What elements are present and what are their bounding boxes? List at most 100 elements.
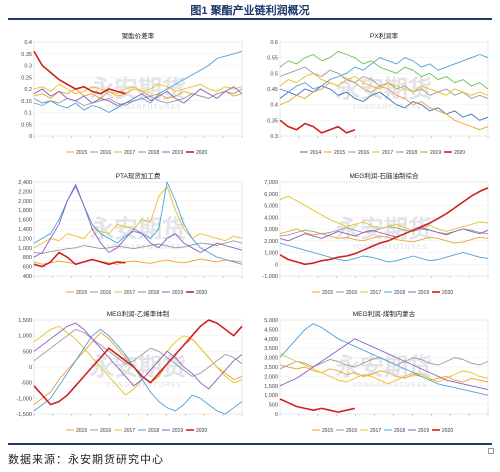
legend-label: 2017: [124, 428, 135, 434]
series-line-2019: [279, 227, 489, 242]
series-line-2017: [33, 186, 243, 249]
y-tick-label: 400: [23, 274, 32, 280]
y-tick-label: 0.4: [24, 40, 32, 46]
chart-svg: MEG利润-石脑油制综合永安期货YONGANFUTURES7,0006,0005…: [262, 171, 489, 296]
series-line-2018: [279, 242, 489, 263]
y-tick-label: 600: [23, 265, 32, 271]
y-tick-label: 3,500: [264, 346, 278, 352]
y-tick-label: 2,000: [264, 239, 278, 245]
chart-panel-polyester-spread: 聚酯价差率 永安期货 YONGANFUTURES 0.4 0.35 0.3 0.25 0.2 0…: [4, 28, 248, 160]
y-tick-label: 500: [23, 349, 32, 355]
figure-title: 图1 聚酯产业链利润概况: [190, 5, 310, 17]
legend-label: 2015: [322, 428, 333, 434]
y-tick-label: 0.05: [21, 122, 32, 128]
y-tick-label: 2,000: [264, 374, 278, 380]
watermark-latin: YONGANFUTURES: [351, 381, 427, 389]
legend-label: 2016: [100, 150, 111, 156]
legend-label: 2016: [100, 290, 111, 296]
y-tick-label: 0.55: [267, 56, 278, 62]
y-tick-label: 1,600: [18, 218, 32, 224]
series-line-2016: [33, 240, 243, 254]
y-tick-label: 1,500: [264, 384, 278, 390]
legend-label: 2014: [310, 150, 321, 156]
chart-svg: MEG利润-乙烯率体制永安期货YONGANFUTURES1,5001,00050…: [16, 309, 243, 434]
legend-label: 2018: [148, 150, 159, 156]
series-line-2019: [33, 322, 243, 390]
series-line-2018: [33, 50, 243, 113]
legend-label: 2015: [76, 428, 87, 434]
y-tick-label: 0.35: [21, 52, 32, 58]
y-tick-label: 0.3: [24, 64, 32, 70]
y-tick-label: 2,400: [18, 180, 32, 186]
y-tick-label: 3,000: [264, 227, 278, 233]
chart-panel-px-profit: PX利润率 永安期货 YONGANFUTURES 0.6 0.55 0.5 0.45 0.4 0…: [250, 28, 494, 160]
legend-label: 2019: [172, 290, 183, 296]
legend-label: 2019: [172, 428, 183, 434]
series-line-2020: [33, 251, 126, 268]
y-tick-label: 2,200: [18, 189, 32, 195]
series-line-2020: [279, 187, 489, 266]
legend-label: 2018: [148, 290, 159, 296]
series-line-2019: [279, 338, 489, 391]
legend-label: 2015: [76, 290, 87, 296]
legend-label: 2019: [430, 150, 441, 156]
y-tick-label: 1,800: [18, 208, 32, 214]
legend-label: 2015: [334, 150, 345, 156]
y-tick-label: -500: [21, 381, 32, 387]
chart-svg: MEG利润-煤制内蒙古永安期货YONGANFUTURES5,0004,5004,…: [264, 309, 489, 434]
chart-title: PTA现货加工费: [116, 171, 161, 180]
y-tick-label: 0.45: [267, 87, 278, 93]
y-tick-label: 0: [29, 365, 32, 371]
y-tick-label: 800: [23, 255, 32, 261]
chart-panel-meg-naphtha: MEG利润-石脑油制综合 永安期货 YONGANFUTURES 7,000 6,000 5…: [250, 168, 494, 300]
chart-panel-meg-coal: MEG利润-煤制内蒙古 永安期货 YONGANFUTURES 5,000 4,500 4,…: [250, 306, 494, 438]
watermark-latin: YONGANFUTURES: [351, 103, 427, 111]
legend-label: 2016: [100, 428, 111, 434]
y-tick-label: 0: [275, 412, 278, 418]
corner-marker: [488, 448, 494, 454]
series-line-2017: [279, 195, 489, 232]
y-tick-label: 0: [29, 134, 32, 140]
series-line-2019: [279, 50, 489, 90]
legend-label: 2017: [370, 290, 381, 296]
y-tick-label: 3,000: [264, 356, 278, 362]
legend-label: 2019: [418, 290, 429, 296]
series-line-2018: [279, 323, 489, 396]
legend-label: 2018: [394, 290, 405, 296]
legend-label: 2017: [124, 290, 135, 296]
y-tick-label: 5,000: [264, 204, 278, 210]
chart-title: MEG利润-乙烯率体制: [107, 309, 170, 318]
legend-label: 2016: [346, 290, 357, 296]
series-line-2020: [33, 319, 243, 406]
y-tick-label: 500: [269, 403, 278, 409]
legend-label: 2017: [382, 150, 393, 156]
legend-label: 2016: [346, 428, 357, 434]
watermark-latin: YONGANFUTURES: [105, 381, 181, 389]
y-tick-label: 2,500: [264, 365, 278, 371]
legend-label: 2020: [196, 428, 207, 434]
series-line-2020: [279, 119, 356, 134]
legend-label: 2017: [370, 428, 381, 434]
y-tick-label: 4,000: [264, 215, 278, 221]
watermark-latin: YONGANFUTURES: [105, 103, 181, 111]
y-tick-label: 1,000: [264, 393, 278, 399]
chart-title: PX利润率: [370, 31, 399, 40]
y-tick-label: 0.2: [24, 87, 32, 93]
y-tick-label: 4,500: [264, 327, 278, 333]
chart-title: MEG利润-煤制内蒙古: [353, 309, 416, 318]
series-line-2017: [279, 72, 489, 96]
data-source-note: 数据来源：永安期货研究中心: [8, 454, 164, 466]
series-line-2019: [33, 86, 243, 106]
y-tick-label: 2,000: [18, 199, 32, 205]
series-line-2018: [279, 54, 489, 93]
chart-svg: 聚酯价差率永安期货YONGANFUTURES0.40.350.30.250.20…: [21, 31, 243, 156]
y-tick-label: 6,000: [264, 192, 278, 198]
y-tick-label: 1,400: [18, 227, 32, 233]
chart-svg: PTA现货加工费永安期货YONGANFUTURES2,4002,2002,000…: [18, 171, 243, 296]
y-tick-label: 0.5: [270, 71, 278, 77]
y-tick-label: -1,000: [16, 396, 32, 402]
y-tick-label: 4,000: [264, 337, 278, 343]
series-line-2020: [279, 398, 356, 413]
y-tick-label: 1,000: [264, 251, 278, 257]
series-line-2016: [33, 328, 243, 377]
